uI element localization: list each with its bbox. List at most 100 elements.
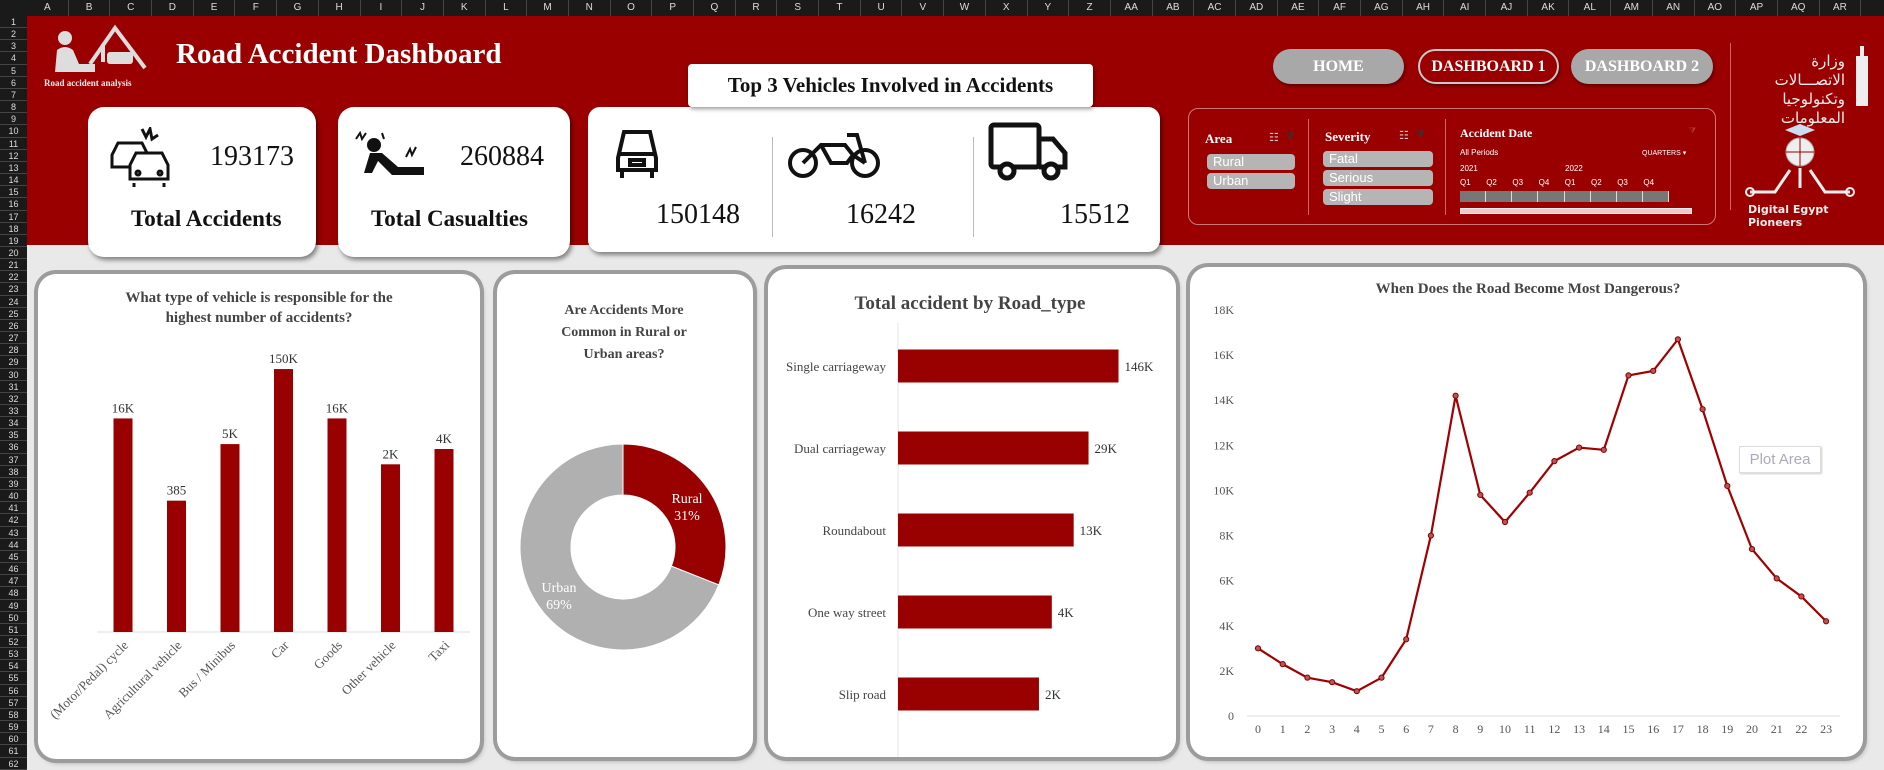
quarter-tile[interactable] bbox=[1616, 191, 1643, 202]
column-header[interactable]: K bbox=[444, 0, 486, 16]
quarter-tile[interactable] bbox=[1512, 191, 1539, 202]
row-header[interactable]: 8 bbox=[0, 101, 27, 114]
row-header[interactable]: 9 bbox=[0, 113, 27, 126]
column-header[interactable]: M bbox=[527, 0, 569, 16]
column-header[interactable]: AL bbox=[1569, 0, 1612, 16]
row-header[interactable]: 61 bbox=[0, 745, 27, 758]
row-header[interactable]: 47 bbox=[0, 575, 27, 588]
row-header[interactable]: 17 bbox=[0, 211, 27, 223]
quarter-tile[interactable] bbox=[1460, 191, 1487, 202]
row-header[interactable]: 43 bbox=[0, 527, 27, 539]
column-header[interactable]: Q bbox=[694, 0, 736, 16]
severity-fatal-option[interactable]: Fatal bbox=[1323, 151, 1433, 167]
row-header[interactable]: 12 bbox=[0, 150, 27, 162]
row-header[interactable]: 25 bbox=[0, 308, 27, 320]
column-header[interactable]: T bbox=[819, 0, 861, 16]
row-header[interactable]: 16 bbox=[0, 198, 27, 211]
quarter-tile[interactable] bbox=[1538, 191, 1565, 202]
column-header[interactable]: L bbox=[486, 0, 528, 16]
column-header[interactable]: E bbox=[194, 0, 236, 16]
column-header[interactable]: J bbox=[402, 0, 444, 16]
column-header[interactable]: S bbox=[777, 0, 820, 16]
row-header[interactable]: 39 bbox=[0, 478, 27, 491]
row-header[interactable]: 62 bbox=[0, 758, 27, 770]
row-header[interactable]: 27 bbox=[0, 332, 27, 345]
column-header[interactable]: AM bbox=[1611, 0, 1653, 16]
dashboard-1-button[interactable]: DASHBOARD 1 bbox=[1418, 49, 1559, 84]
quarter-tile[interactable] bbox=[1564, 191, 1591, 202]
area-rural-option[interactable]: Rural bbox=[1207, 154, 1295, 170]
column-header[interactable]: AE bbox=[1278, 0, 1320, 16]
row-header[interactable]: 7 bbox=[0, 89, 27, 102]
row-header[interactable]: 35 bbox=[0, 429, 27, 442]
column-header[interactable]: AJ bbox=[1486, 0, 1528, 16]
row-header[interactable]: 60 bbox=[0, 733, 27, 746]
column-header[interactable]: D bbox=[152, 0, 194, 16]
column-header[interactable]: AI bbox=[1444, 0, 1487, 16]
quarter-tile[interactable] bbox=[1590, 191, 1617, 202]
clear-filter-icon[interactable]: ⧩ bbox=[1689, 126, 1697, 135]
row-header[interactable]: 14 bbox=[0, 174, 27, 187]
row-header[interactable]: 31 bbox=[0, 381, 27, 393]
column-header[interactable]: Y bbox=[1028, 0, 1070, 16]
row-header[interactable]: 6 bbox=[0, 77, 27, 89]
column-header[interactable]: H bbox=[319, 0, 361, 16]
column-header[interactable]: AH bbox=[1403, 0, 1445, 16]
row-header[interactable]: 38 bbox=[0, 466, 27, 478]
column-header[interactable]: AB bbox=[1153, 0, 1195, 16]
row-header[interactable]: 2 bbox=[0, 28, 27, 41]
column-header[interactable]: AN bbox=[1653, 0, 1695, 16]
column-header[interactable]: X bbox=[986, 0, 1028, 16]
column-header[interactable]: AO bbox=[1695, 0, 1737, 16]
column-header[interactable]: R bbox=[736, 0, 778, 16]
row-header[interactable]: 57 bbox=[0, 697, 27, 709]
clear-filter-icon[interactable]: ⧩ bbox=[1415, 129, 1425, 141]
column-header[interactable]: AK bbox=[1528, 0, 1570, 16]
row-header[interactable]: 13 bbox=[0, 162, 27, 175]
row-header[interactable]: 19 bbox=[0, 235, 27, 247]
column-header[interactable]: V bbox=[902, 0, 945, 16]
column-header[interactable]: F bbox=[235, 0, 278, 16]
row-header[interactable]: 44 bbox=[0, 539, 27, 551]
column-header[interactable]: AQ bbox=[1778, 0, 1820, 16]
row-header[interactable]: 29 bbox=[0, 356, 27, 369]
row-header[interactable]: 54 bbox=[0, 660, 27, 673]
row-header[interactable]: 11 bbox=[0, 138, 27, 150]
row-header[interactable]: 26 bbox=[0, 320, 27, 333]
column-header[interactable]: A bbox=[27, 0, 69, 16]
row-header[interactable]: 48 bbox=[0, 587, 27, 600]
column-header[interactable]: AF bbox=[1319, 0, 1361, 16]
row-header[interactable]: 28 bbox=[0, 344, 27, 357]
row-header[interactable]: 21 bbox=[0, 259, 27, 272]
row-header[interactable]: 1 bbox=[0, 16, 27, 29]
multi-select-icon[interactable]: ☷ bbox=[1399, 130, 1409, 142]
column-header[interactable]: AP bbox=[1736, 0, 1778, 16]
row-header[interactable]: 53 bbox=[0, 648, 27, 661]
row-header[interactable]: 52 bbox=[0, 636, 27, 649]
column-header[interactable]: AC bbox=[1194, 0, 1236, 16]
row-header[interactable]: 46 bbox=[0, 563, 27, 576]
column-header[interactable]: Z bbox=[1069, 0, 1111, 16]
row-header[interactable]: 45 bbox=[0, 551, 27, 564]
column-header[interactable]: AG bbox=[1361, 0, 1403, 16]
time-level-dropdown[interactable]: QUARTERS ▾ bbox=[1642, 150, 1687, 157]
clear-filter-icon[interactable]: ⧩ bbox=[1285, 131, 1295, 143]
row-header[interactable]: 42 bbox=[0, 514, 27, 527]
row-header[interactable]: 55 bbox=[0, 672, 27, 685]
row-header[interactable]: 4 bbox=[0, 52, 27, 65]
row-header[interactable]: 51 bbox=[0, 624, 27, 636]
column-header[interactable]: B bbox=[69, 0, 111, 16]
column-header[interactable]: N bbox=[569, 0, 611, 16]
row-header[interactable]: 24 bbox=[0, 296, 27, 308]
row-header[interactable]: 56 bbox=[0, 685, 27, 697]
quarter-tile[interactable] bbox=[1486, 191, 1513, 202]
row-header[interactable]: 30 bbox=[0, 369, 27, 381]
multi-select-icon[interactable]: ☷ bbox=[1269, 132, 1279, 144]
row-headers[interactable]: 1 2 3 4 5 6 7 8 9 10 11 12 13 14 15 16 17 18 19 20 21 22 23 24 2… bbox=[0, 16, 27, 770]
row-header[interactable]: 34 bbox=[0, 417, 27, 430]
area-urban-option[interactable]: Urban bbox=[1207, 173, 1295, 189]
row-header[interactable]: 50 bbox=[0, 612, 27, 624]
timeline-bar[interactable] bbox=[1460, 191, 1669, 202]
column-header[interactable]: O bbox=[611, 0, 653, 16]
home-button[interactable]: HOME bbox=[1273, 49, 1404, 84]
